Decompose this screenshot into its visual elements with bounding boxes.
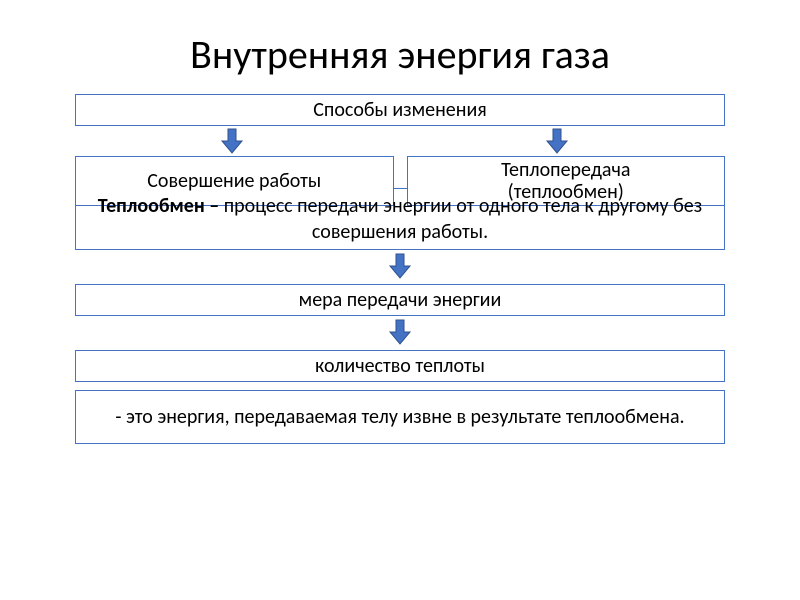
box-quantity-label: количество теплоты <box>315 354 485 378</box>
definition-bold: Теплообмен – <box>98 194 219 218</box>
box-methods: Способы изменения <box>75 94 725 126</box>
box-quantity: количество теплоты <box>75 350 725 382</box>
box-measure: мера передачи энергии <box>75 284 725 316</box>
page-title: Внутренняя энергия газа <box>0 0 800 94</box>
box-quantity-def-label: - это энергия, передаваемая телу извне в… <box>115 404 684 430</box>
box-heat-line1: Теплопередача <box>501 159 630 181</box>
box-definition: Теплообмен – процесс передачи энергии от… <box>75 188 725 250</box>
arrow-right-icon <box>543 127 571 160</box>
diagram-content: Способы изменения Совершение работы Тепл… <box>0 94 800 444</box>
arrow-left-icon <box>218 127 246 160</box>
definition-text: Теплообмен – процесс передачи энергии от… <box>86 193 714 245</box>
arrow-center-2-icon <box>386 318 414 350</box>
arrow-row-1 <box>75 126 725 156</box>
arrow-row-3 <box>75 316 725 350</box>
box-methods-label: Способы изменения <box>313 98 487 122</box>
box-quantity-def: - это энергия, передаваемая телу извне в… <box>75 390 725 444</box>
box-measure-label: мера передачи энергии <box>299 288 502 312</box>
box-work-label: Совершение работы <box>147 169 321 193</box>
arrow-row-2 <box>75 250 725 284</box>
definition-rest: процесс передачи энергии от одного тела … <box>219 194 702 244</box>
arrow-center-1-icon <box>386 252 414 284</box>
